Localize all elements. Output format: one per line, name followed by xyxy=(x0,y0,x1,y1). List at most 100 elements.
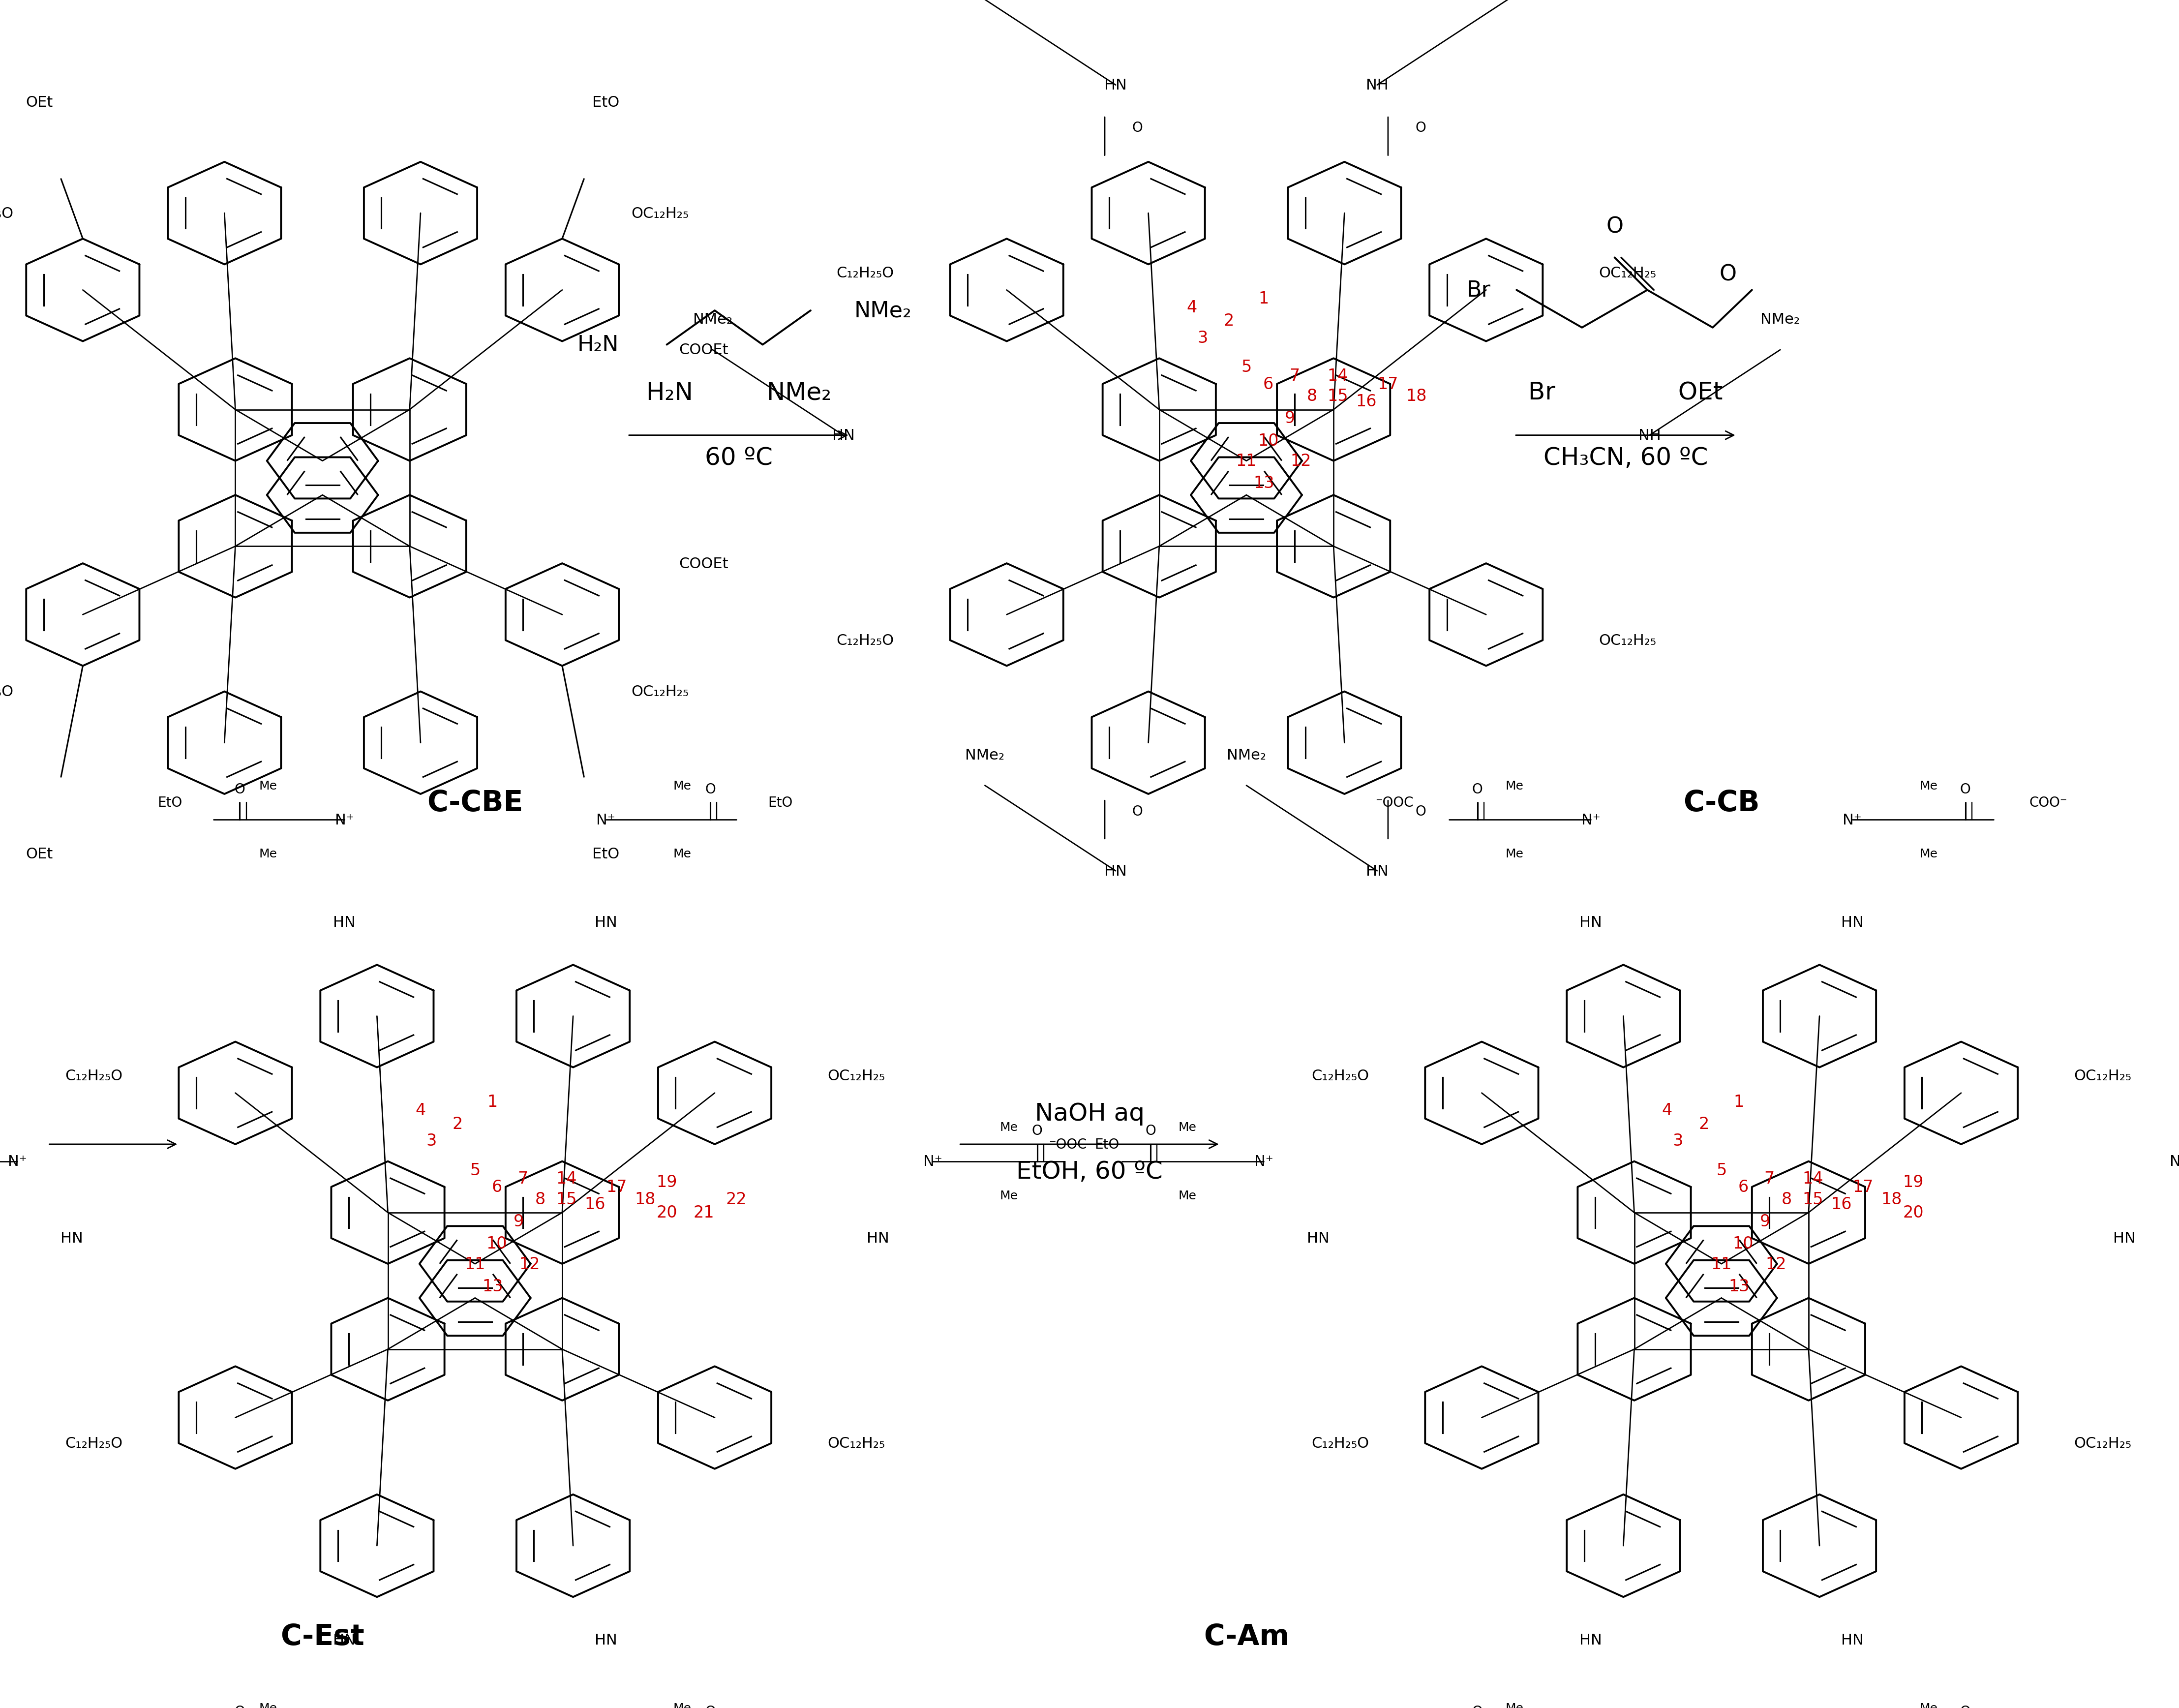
Text: HN: HN xyxy=(61,1231,83,1245)
Text: O: O xyxy=(1473,782,1482,796)
Text: N⁺: N⁺ xyxy=(9,1155,26,1168)
Text: 5: 5 xyxy=(1717,1161,1726,1179)
Text: HN: HN xyxy=(1580,1633,1602,1647)
Polygon shape xyxy=(418,1226,529,1301)
Text: C-Am: C-Am xyxy=(1203,1623,1290,1650)
Text: HN: HN xyxy=(1580,915,1602,929)
Text: OC₁₂H₂₅: OC₁₂H₂₅ xyxy=(632,207,689,220)
Text: OC₁₂H₂₅: OC₁₂H₂₅ xyxy=(2074,1436,2131,1450)
Polygon shape xyxy=(168,162,281,265)
Text: 17: 17 xyxy=(1377,376,1399,393)
Text: 13: 13 xyxy=(1728,1278,1750,1295)
Polygon shape xyxy=(26,239,139,342)
Text: 1: 1 xyxy=(1734,1093,1743,1110)
Text: C₁₂H₂₅O: C₁₂H₂₅O xyxy=(1312,1069,1368,1083)
Polygon shape xyxy=(1288,692,1401,794)
Text: 11: 11 xyxy=(1711,1255,1732,1272)
Polygon shape xyxy=(1190,458,1301,533)
Text: 10: 10 xyxy=(1257,432,1279,449)
Text: O: O xyxy=(706,1705,715,1708)
Text: 5: 5 xyxy=(1242,359,1251,376)
Text: O: O xyxy=(235,1705,244,1708)
Text: 19: 19 xyxy=(656,1173,678,1190)
Text: O: O xyxy=(1961,1705,1970,1708)
Polygon shape xyxy=(506,1161,619,1264)
Text: OEt: OEt xyxy=(26,96,52,109)
Text: 16: 16 xyxy=(1830,1196,1852,1213)
Text: OEt: OEt xyxy=(26,847,52,861)
Text: 3: 3 xyxy=(427,1132,436,1149)
Text: HN: HN xyxy=(333,915,355,929)
Text: O: O xyxy=(1473,1705,1482,1708)
Text: HN: HN xyxy=(2114,1231,2135,1245)
Polygon shape xyxy=(1904,1366,2018,1469)
Polygon shape xyxy=(1763,1494,1876,1597)
Text: Me: Me xyxy=(259,1703,277,1708)
Polygon shape xyxy=(506,564,619,666)
Polygon shape xyxy=(658,1366,771,1469)
Text: 10: 10 xyxy=(486,1235,508,1252)
Polygon shape xyxy=(1567,1494,1680,1597)
Text: 15: 15 xyxy=(556,1190,577,1208)
Polygon shape xyxy=(331,1298,445,1401)
Text: Me: Me xyxy=(1000,1190,1018,1201)
Text: Br     OEt: Br OEt xyxy=(1527,381,1724,405)
Text: Me: Me xyxy=(1920,1703,1937,1708)
Polygon shape xyxy=(950,564,1063,666)
Polygon shape xyxy=(1567,965,1680,1068)
Polygon shape xyxy=(1578,1298,1691,1401)
Text: OC₁₂H₂₅: OC₁₂H₂₅ xyxy=(2074,1069,2131,1083)
Text: 7: 7 xyxy=(1765,1170,1774,1187)
Text: 8: 8 xyxy=(536,1190,545,1208)
Text: C-Est: C-Est xyxy=(281,1623,364,1650)
Text: O: O xyxy=(1133,121,1142,135)
Polygon shape xyxy=(1752,1161,1865,1264)
Polygon shape xyxy=(506,239,619,342)
Text: O: O xyxy=(1719,265,1737,285)
Text: NMe₂: NMe₂ xyxy=(693,313,732,326)
Text: CH₃CN, 60 ºC: CH₃CN, 60 ºC xyxy=(1543,446,1708,470)
Text: HN: HN xyxy=(1105,79,1127,92)
Polygon shape xyxy=(1092,692,1205,794)
Text: N⁺: N⁺ xyxy=(1843,813,1861,827)
Text: 1: 1 xyxy=(488,1093,497,1110)
Text: O: O xyxy=(1416,121,1425,135)
Text: NaOH aq: NaOH aq xyxy=(1035,1102,1144,1126)
Text: Me: Me xyxy=(259,849,277,859)
Text: 5: 5 xyxy=(471,1161,479,1179)
Polygon shape xyxy=(1103,495,1216,598)
Text: HN: HN xyxy=(595,915,617,929)
Polygon shape xyxy=(179,1042,292,1144)
Text: NMe₂: NMe₂ xyxy=(1227,748,1266,762)
Text: Me: Me xyxy=(1920,849,1937,859)
Text: N⁺: N⁺ xyxy=(336,813,353,827)
Text: C₁₂H₂₅O: C₁₂H₂₅O xyxy=(837,266,893,280)
Polygon shape xyxy=(1429,564,1543,666)
Polygon shape xyxy=(364,692,477,794)
Text: 6: 6 xyxy=(1264,376,1273,393)
Text: 15: 15 xyxy=(1327,388,1349,405)
Polygon shape xyxy=(1277,359,1390,461)
Text: 11: 11 xyxy=(464,1255,486,1272)
Text: 18: 18 xyxy=(1880,1190,1902,1208)
Polygon shape xyxy=(320,965,434,1068)
Text: C₁₂H₂₅O: C₁₂H₂₅O xyxy=(0,207,13,220)
Polygon shape xyxy=(331,1161,445,1264)
Polygon shape xyxy=(1288,162,1401,265)
Polygon shape xyxy=(658,1042,771,1144)
Polygon shape xyxy=(1103,359,1216,461)
Text: 3: 3 xyxy=(1198,330,1207,347)
Text: HN: HN xyxy=(1841,1633,1863,1647)
Polygon shape xyxy=(1277,495,1390,598)
Polygon shape xyxy=(364,162,477,265)
Text: Me: Me xyxy=(259,781,277,791)
Text: HN: HN xyxy=(832,429,854,442)
Text: EtO: EtO xyxy=(767,796,793,810)
Text: OC₁₂H₂₅: OC₁₂H₂₅ xyxy=(632,685,689,699)
Text: 10: 10 xyxy=(1732,1235,1754,1252)
Text: Me: Me xyxy=(1506,849,1523,859)
Text: H₂N   NMe₂: H₂N NMe₂ xyxy=(647,381,830,405)
Text: 11: 11 xyxy=(1235,453,1257,470)
Text: 18: 18 xyxy=(634,1190,656,1208)
Text: HN: HN xyxy=(1366,864,1388,878)
